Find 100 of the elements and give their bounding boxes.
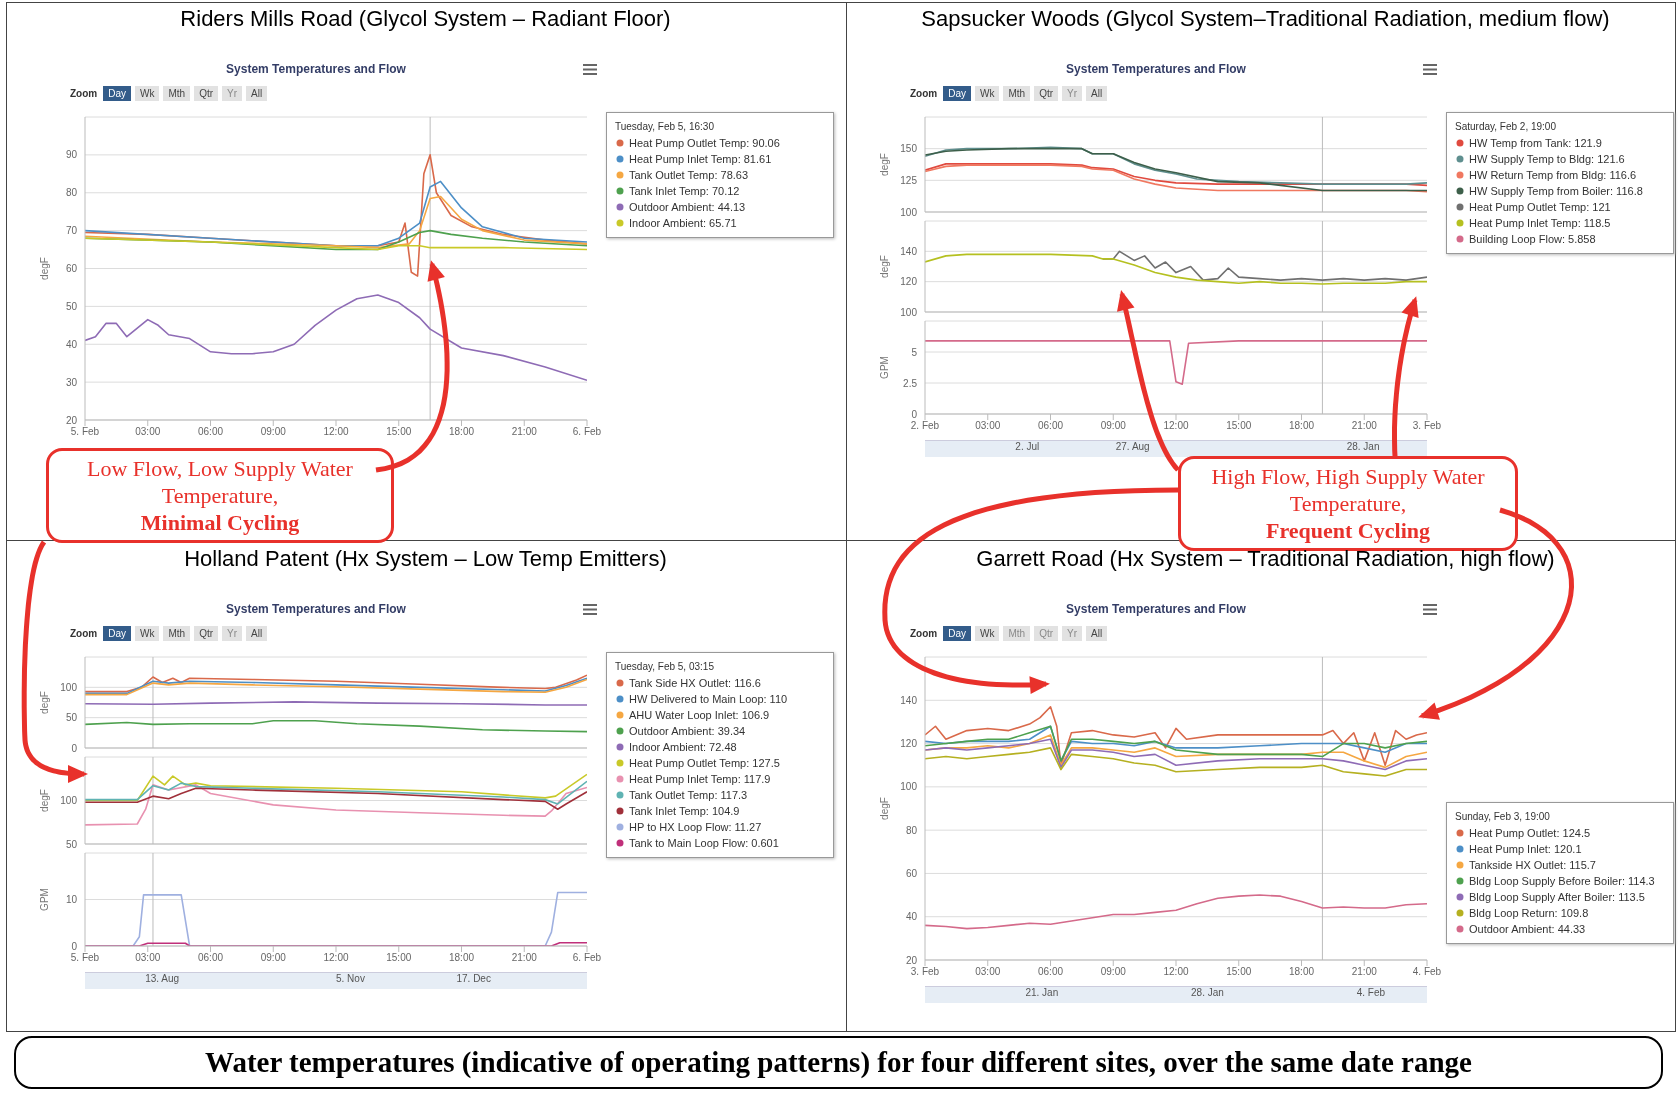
text: 28. Jan	[1346, 441, 1380, 452]
legend-label: Tank Inlet Temp: 70.12	[629, 184, 740, 199]
text: Wk	[975, 86, 1000, 101]
legend-label: Tank Side HX Outlet: 116.6	[629, 676, 761, 691]
x-tick-label: 09:00	[260, 952, 287, 964]
text: 27. Aug	[1115, 441, 1150, 452]
text: Qtr	[194, 626, 219, 641]
x-tick-label: 6. Feb	[572, 426, 602, 438]
y-tick-label: 125	[900, 174, 918, 186]
y-tick-label: 40	[65, 338, 78, 350]
legend-label: AHU Water Loop Inlet: 106.9	[629, 708, 770, 723]
legend-label: Heat Pump Inlet Temp: 117.9	[629, 772, 771, 787]
text: All	[1086, 626, 1108, 641]
text: 21. Jan	[1025, 987, 1059, 998]
y-axis-title: degF	[38, 257, 50, 280]
y-tick-label: 0	[71, 940, 78, 952]
y-tick-label: 10	[65, 894, 78, 906]
legend-label: Heat Pump Outlet Temp: 90.06	[629, 136, 780, 151]
x-tick-label: 3. Feb	[910, 966, 940, 978]
text: Zoom	[910, 88, 938, 99]
text: Zoom	[70, 88, 98, 99]
legend-label: HW Return Temp from Bldg: 116.6	[1469, 168, 1637, 183]
y-tick-label: 100	[60, 795, 78, 807]
x-tick-label: 12:00	[323, 426, 349, 438]
text: Water temperatures (indicative of operating patterns) for four different sites, over the same date range	[14, 1036, 1663, 1089]
x-tick-label: 18:00	[448, 952, 475, 964]
x-tick-label: 12:00	[1163, 966, 1189, 978]
legend-label: Tank Outlet Temp: 117.3	[629, 788, 748, 803]
x-tick-label: 21:00	[511, 426, 538, 438]
y-tick-label: 40	[905, 911, 918, 923]
x-tick-label: 18:00	[1288, 966, 1315, 978]
legend-label: Outdoor Ambient: 44.33	[1469, 922, 1586, 937]
text: Yr	[222, 626, 243, 641]
x-tick-label: 03:00	[135, 952, 161, 964]
x-tick-label: 03:00	[975, 966, 1001, 978]
legend-label: Indoor Ambient: 65.71	[629, 216, 737, 231]
x-tick-label: 12:00	[323, 952, 349, 964]
chart-title: Garrett Road (Hx System – Traditional Radiation, high flow)	[975, 546, 1556, 572]
x-tick-label: 15:00	[386, 952, 412, 964]
x-tick-label: 21:00	[511, 952, 538, 964]
y-tick-label: 90	[65, 149, 78, 161]
y-tick-label: 60	[905, 867, 918, 879]
y-axis-title: degF	[878, 797, 890, 820]
text: Day	[103, 626, 132, 641]
legend-label: HW Supply Temp to Bldg: 121.6	[1469, 152, 1625, 167]
text: 17. Dec	[456, 973, 491, 984]
text: Mth	[163, 626, 191, 641]
legend-label: Tank Inlet Temp: 104.9	[629, 804, 740, 819]
x-tick-label: 18:00	[1288, 420, 1315, 432]
x-tick-label: 3. Feb	[1412, 420, 1442, 432]
y-axis-title: degF	[878, 153, 890, 176]
x-tick-label: 5. Feb	[70, 952, 100, 964]
y-tick-label: 20	[905, 954, 918, 966]
x-tick-label: 06:00	[197, 952, 224, 964]
legend-label: HW Delivered to Main Loop: 110	[629, 692, 788, 707]
text: 4. Feb	[1356, 987, 1386, 998]
x-tick-label: 09:00	[260, 426, 287, 438]
text: Yr	[222, 86, 243, 101]
text: All	[246, 86, 268, 101]
x-tick-label: 15:00	[386, 426, 412, 438]
y-tick-label: 2.5	[903, 377, 918, 389]
text: 5. Nov	[336, 973, 365, 984]
text: 2. Jul	[1015, 441, 1040, 452]
chart-subtitle: System Temperatures and Flow	[225, 602, 407, 616]
y-tick-label: 0	[911, 408, 918, 420]
legend-label: Heat Pump Inlet Temp: 81.61	[629, 152, 772, 167]
text: Day	[103, 86, 132, 101]
y-tick-label: 60	[65, 263, 78, 275]
y-tick-label: 100	[900, 306, 918, 318]
y-axis-title: degF	[38, 691, 50, 714]
legend-label: Heat Pump Outlet Temp: 127.5	[629, 756, 780, 771]
chart-title: Holland Patent (Hx System – Low Temp Emitters)	[183, 546, 668, 572]
y-axis-title: GPM	[38, 888, 50, 911]
text: Wk	[135, 626, 160, 641]
x-tick-label: 06:00	[1037, 420, 1064, 432]
y-tick-label: 50	[65, 300, 78, 312]
text: Zoom	[70, 628, 98, 639]
x-tick-label: 21:00	[1351, 420, 1378, 432]
y-tick-label: 100	[60, 681, 78, 693]
text: Sunday, Feb 3, 19:00	[1455, 810, 1551, 824]
legend-label: HP to HX Loop Flow: 11.27	[629, 820, 762, 835]
x-tick-label: 6. Feb	[572, 952, 602, 964]
x-tick-label: 09:00	[1100, 420, 1127, 432]
legend-label: Heat Pump Outlet Temp: 121	[1469, 200, 1611, 215]
chart-title: Sapsucker Woods (Glycol System–Traditional Radiation, medium flow)	[920, 6, 1611, 32]
text: Tuesday, Feb 5, 03:15	[615, 660, 715, 674]
text: Saturday, Feb 2, 19:00	[1455, 120, 1557, 134]
y-tick-label: 80	[65, 187, 78, 199]
chart-title: Riders Mills Road (Glycol System – Radiant Floor)	[179, 6, 672, 32]
text: Mth	[1003, 626, 1031, 641]
text: Mth	[163, 86, 191, 101]
text: Day	[943, 626, 972, 641]
text: Day	[943, 86, 972, 101]
text: Qtr	[1034, 86, 1059, 101]
text: Wk	[135, 86, 160, 101]
text: Wk	[975, 626, 1000, 641]
x-tick-label: 03:00	[135, 426, 161, 438]
x-tick-label: 4. Feb	[1412, 966, 1442, 978]
legend-label: Heat Pump Inlet Temp: 118.5	[1469, 216, 1611, 231]
legend-label: HW Supply Temp from Boiler: 116.8	[1469, 184, 1643, 199]
